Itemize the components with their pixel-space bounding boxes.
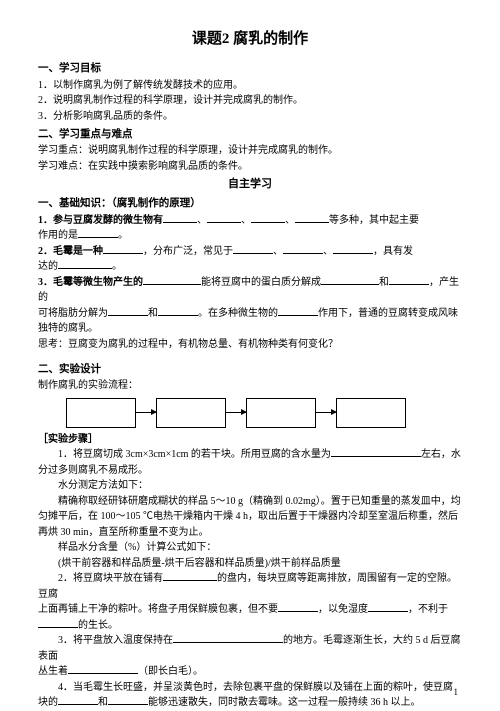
blank xyxy=(68,664,138,674)
flow-box-3 xyxy=(246,398,316,428)
blank xyxy=(108,695,148,705)
q1-line2: 作用的是 。 xyxy=(38,228,462,244)
q2-line2: 达的 。 xyxy=(38,259,462,275)
q3b: 能将豆腐中的蛋白质分解成 xyxy=(201,277,321,288)
s2c: 上面再铺上干净的粽叶。将盘子用保鲜膜包裹，但不要 xyxy=(38,604,278,615)
step2-line2: 上面再铺上干净的粽叶。将盘子用保鲜膜包裹，但不要 ，以免湿度 ，不利于的生长。 xyxy=(38,602,462,633)
blank xyxy=(295,213,329,223)
s4d: 能够迅速散失，同时散去霉味。这一过程一般持续 36 h 以上。 xyxy=(148,697,421,708)
q3-line3: 独特的腐乳。 xyxy=(38,321,462,337)
moisture-head: 水分测定方法如下： xyxy=(38,478,462,494)
q3a: 3．毛霉等微生物产生的 xyxy=(38,277,143,288)
blank xyxy=(278,602,318,612)
q3-line1: 3．毛霉等微生物产生的能将豆腐中的蛋白质分解成和，产生的 xyxy=(38,275,462,306)
blank xyxy=(368,602,408,612)
blank xyxy=(158,306,198,316)
q3f: 和 xyxy=(148,308,158,319)
blank xyxy=(58,695,98,705)
blank xyxy=(251,213,285,223)
moisture-2: 样品水分含量（%）计算公式如下： xyxy=(38,540,462,556)
steps-heading: ［实验步骤］ xyxy=(38,432,462,448)
q1c: 作用的是 xyxy=(38,230,78,241)
s2f: 的生长。 xyxy=(78,620,118,631)
arrow-icon xyxy=(316,412,336,413)
q2d: 达的 xyxy=(38,261,58,272)
step4-line1: 4．当毛霉生长旺盛，并呈淡黄色时，去除包裹平盘的保鲜膜以及铺在上面的粽叶，使豆腐 xyxy=(38,680,462,696)
s3c: 丛生着 xyxy=(38,666,68,677)
blank xyxy=(163,571,217,581)
q1-lead: 1．参与豆腐发酵的微生物有 xyxy=(38,215,163,226)
step2-line1: 2．将豆腐块平放在铺有的盘内，每块豆腐等距离排放，周围留有一定的空隙。豆腐 xyxy=(38,571,462,602)
step4-line2: 块的 和 能够迅速散失，同时散去霉味。这一过程一般持续 36 h 以上。 xyxy=(38,695,462,711)
exp-heading: 二、实验设计 xyxy=(38,362,462,378)
blank xyxy=(321,275,379,285)
s1b: 左右，水 xyxy=(421,449,461,460)
q2c: ，具有发 xyxy=(373,246,413,257)
blank xyxy=(233,244,273,254)
q3h: 作用下，普通的豆腐转变成风味 xyxy=(318,308,458,319)
s2a: 2．将豆腐块平放在铺有 xyxy=(58,573,163,584)
moisture-1: 精确称取经研钵研磨成糊状的样品 5～10 g（精确到 0.02mg）。置于已知重… xyxy=(38,494,462,541)
flow-box-2 xyxy=(156,398,226,428)
flow-box-4 xyxy=(336,398,406,428)
flow-box-1 xyxy=(66,398,136,428)
s4c: 和 xyxy=(98,697,108,708)
s4b: 块的 xyxy=(38,697,58,708)
blank xyxy=(331,447,421,457)
s1a: 1．将豆腐切成 3cm×3cm×1cm 的若干块。所用豆腐的含水量为 xyxy=(58,449,331,460)
page-number: 1 xyxy=(454,686,459,700)
q2-line1: 2．毛霉是一种，分布广泛，常见于、、，具有发 xyxy=(38,244,462,260)
q2e: 。 xyxy=(112,261,122,272)
s2e: ，不利于 xyxy=(408,604,448,615)
arrow-icon xyxy=(226,412,246,413)
blank xyxy=(108,306,148,316)
exp-flow-label: 制作腐乳的实验流程： xyxy=(38,378,462,394)
blank xyxy=(333,244,373,254)
step3-line1: 3．将平盘放入温度保持在的地方。毛霉逐渐生长，大约 5 d 后豆腐表面 xyxy=(38,633,462,664)
blank xyxy=(103,244,143,254)
blank xyxy=(163,213,197,223)
q3e: 可将脂肪分解为 xyxy=(38,308,108,319)
goal-1: 1．以制作腐乳为例了解传统发酵技术的应用。 xyxy=(38,78,462,94)
moisture-3: (烘干前容器和样品质量-烘干后容器和样品质量)/烘干前样品质量 xyxy=(38,556,462,572)
goals-heading: 一、学习目标 xyxy=(38,61,462,77)
step3-line2: 丛生着 （即长白毛）。 xyxy=(38,664,462,680)
blank xyxy=(207,213,241,223)
focus-2: 学习难点：在实践中摸索影响腐乳品质的条件。 xyxy=(38,159,462,175)
focus-1: 学习重点：说明腐乳制作过程的科学原理，设计并完成腐乳的制作。 xyxy=(38,143,462,159)
q1-line1: 1．参与豆腐发酵的微生物有、、、等多种，其中起主要 xyxy=(38,213,462,229)
blank xyxy=(173,633,283,643)
self-study-heading: 自主学习 xyxy=(38,176,462,193)
q2b: ，分布广泛，常见于 xyxy=(143,246,233,257)
q1-tail: 等多种，其中起主要 xyxy=(329,215,419,226)
step1-line1: 1．将豆腐切成 3cm×3cm×1cm 的若干块。所用豆腐的含水量为 左右，水 xyxy=(38,447,462,463)
blank xyxy=(389,275,429,285)
focus-heading: 二、学习重点与难点 xyxy=(38,127,462,143)
blank xyxy=(38,618,78,628)
q3g: 。在多种微生物的 xyxy=(198,308,278,319)
blank xyxy=(78,228,118,238)
q3-line2: 可将脂肪分解为 和 。在多种微生物的 作用下，普通的豆腐转变成风味 xyxy=(38,306,462,322)
q3c: 和 xyxy=(379,277,389,288)
basic-heading: 一、基础知识：（腐乳制作的原理） xyxy=(38,196,462,212)
think-line: 思考：豆腐变为腐乳的过程中，有机物总量、有机物种类有何变化？ xyxy=(38,337,462,353)
blank xyxy=(278,306,318,316)
s2d: ，以免湿度 xyxy=(318,604,368,615)
blank xyxy=(283,244,323,254)
goal-3: 3．分析影响腐乳品质的条件。 xyxy=(38,109,462,125)
q1d: 。 xyxy=(118,230,128,241)
q2a: 2．毛霉是一种 xyxy=(38,246,103,257)
doc-title: 课题2 腐乳的制作 xyxy=(38,28,462,51)
step1-line2: 分过多则腐乳不易成形。 xyxy=(38,463,462,479)
flow-diagram xyxy=(66,398,462,428)
arrow-icon xyxy=(136,412,156,413)
goal-2: 2．说明腐乳制作过程的科学原理，设计并完成腐乳的制作。 xyxy=(38,93,462,109)
s3d: （即长白毛）。 xyxy=(138,666,203,677)
blank xyxy=(58,259,112,269)
s3a: 3．将平盘放入温度保持在 xyxy=(58,635,173,646)
blank xyxy=(143,275,201,285)
